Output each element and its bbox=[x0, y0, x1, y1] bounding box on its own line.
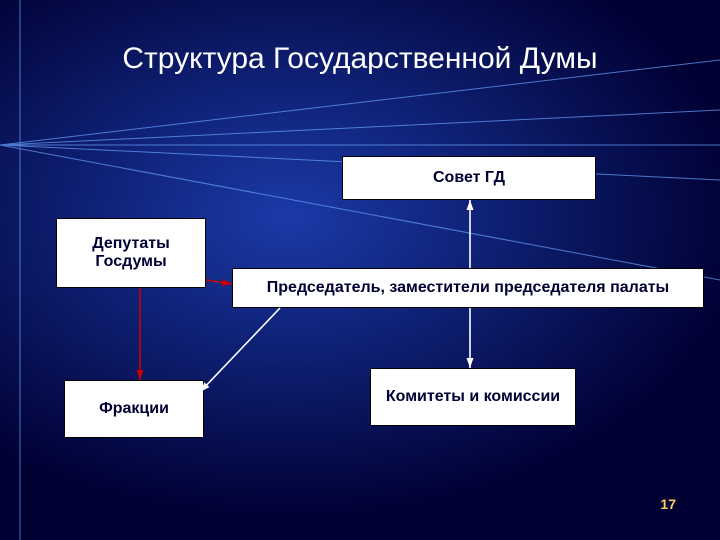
page-number: 17 bbox=[660, 496, 676, 512]
node-sovet-gd: Совет ГД bbox=[342, 156, 596, 200]
slide: Структура Государственной Думы Совет ГД … bbox=[0, 0, 720, 540]
node-komitety: Комитеты и комиссии bbox=[370, 368, 576, 426]
node-predsedatel: Председатель, заместители председателя п… bbox=[232, 268, 704, 308]
slide-title: Структура Государственной Думы bbox=[0, 42, 720, 76]
node-fraktsii: Фракции bbox=[64, 380, 204, 438]
node-deputaty-gosdumy: Депутаты Госдумы bbox=[56, 218, 206, 288]
